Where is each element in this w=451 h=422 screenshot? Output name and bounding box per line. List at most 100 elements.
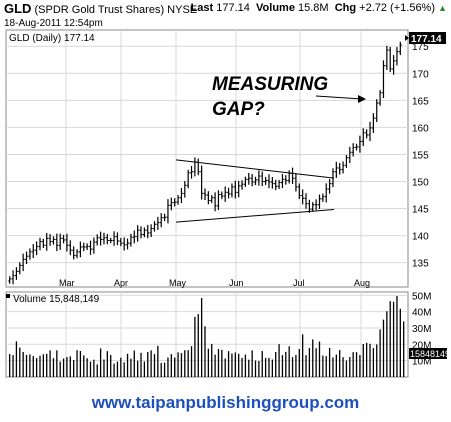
price-bar	[21, 253, 25, 272]
price-bar	[240, 180, 244, 190]
security-name: (SPDR Gold Trust Shares)	[34, 4, 165, 16]
price-bar	[149, 224, 153, 238]
price-bar	[75, 249, 79, 259]
price-bar	[179, 188, 183, 204]
month-tick-label: Apr	[114, 278, 128, 288]
price-bar	[25, 251, 29, 265]
price-bar	[14, 267, 18, 280]
price-bar	[274, 179, 278, 191]
price-bar	[334, 161, 338, 178]
last-label: Last	[190, 2, 214, 14]
price-bar	[280, 173, 284, 188]
price-bar	[254, 176, 258, 186]
price-bar	[156, 216, 160, 231]
triangle-lower-trendline	[175, 209, 335, 223]
price-bar	[112, 231, 116, 246]
price-bar	[166, 199, 170, 224]
price-bar	[41, 238, 45, 249]
price-tick-label: 170	[412, 69, 429, 80]
month-tick-label: May	[169, 278, 187, 288]
price-bar	[213, 192, 217, 212]
volume-legend: Volume 15,848,149	[13, 294, 100, 305]
price-tick-label: 140	[412, 232, 429, 243]
price-bar	[230, 183, 234, 198]
price-bar	[328, 179, 332, 194]
price-bar	[227, 187, 231, 199]
price-bar	[324, 183, 328, 203]
volume-tick-label: 20M	[412, 340, 431, 351]
price-bar	[105, 233, 109, 245]
price-bar	[267, 174, 271, 189]
chg-label: Chg	[334, 2, 357, 14]
price-bar	[301, 189, 305, 205]
price-bar	[210, 195, 214, 204]
current-volume-box	[409, 348, 447, 359]
price-bar	[371, 113, 375, 133]
price-bar	[294, 173, 298, 192]
price-bar	[351, 143, 355, 157]
price-bar	[355, 143, 359, 151]
price-bar	[388, 46, 392, 73]
price-bar	[62, 234, 66, 244]
price-bar	[159, 213, 163, 228]
price-bar	[132, 230, 136, 244]
price-bar	[220, 191, 224, 200]
quote-stats: Last 177.14 Volume 15.8M Chg +2.72 (+1.5…	[191, 2, 447, 14]
price-tick-label: 175	[412, 42, 429, 53]
quote-header: GLD (SPDR Gold Trust Shares) NYSE Last 1…	[4, 1, 449, 17]
price-bar	[361, 128, 365, 147]
price-bar	[146, 224, 150, 239]
price-bar	[317, 194, 321, 209]
price-tick-label: 155	[412, 150, 429, 161]
price-bar	[142, 227, 146, 238]
volume-legend-swatch	[6, 294, 10, 298]
price-bar	[375, 99, 379, 123]
price-bar	[89, 240, 93, 255]
price-tick-label: 145	[412, 205, 429, 216]
price-bar	[257, 170, 261, 186]
price-bar	[348, 146, 352, 164]
volume-tick-label: 40M	[412, 308, 431, 319]
price-bar	[381, 60, 385, 99]
price-bar	[237, 180, 241, 198]
price-bar	[68, 240, 72, 256]
price-bar	[368, 121, 372, 142]
price-bar	[297, 183, 301, 200]
current-volume-box-label: 15848149	[410, 349, 450, 359]
price-bar	[169, 197, 173, 211]
price-bar	[307, 199, 311, 213]
price-bar	[95, 234, 99, 246]
price-bar	[200, 165, 204, 200]
price-bar	[183, 181, 187, 198]
website-url[interactable]: www.taipanpublishinggroup.com	[91, 393, 360, 412]
price-bar	[314, 199, 318, 211]
month-tick-label: Mar	[59, 278, 75, 288]
price-bar	[99, 231, 103, 246]
price-bar	[250, 174, 254, 187]
price-bar	[270, 177, 274, 189]
price-bar	[8, 276, 12, 284]
price-bar	[35, 241, 39, 256]
price-bar	[136, 225, 140, 242]
annotation-gap: GAP?	[212, 99, 265, 120]
price-tick-label: 160	[412, 123, 429, 134]
annotation-arrow	[315, 95, 363, 100]
price-bar	[38, 237, 42, 251]
month-tick-label: Jul	[293, 278, 305, 288]
price-bar	[176, 195, 180, 205]
price-bar	[72, 246, 76, 260]
price-bar	[243, 176, 247, 187]
price-bar	[358, 135, 362, 153]
price-bar	[92, 237, 96, 254]
price-bar	[102, 232, 106, 245]
price-bar	[264, 176, 268, 185]
price-bar	[378, 90, 382, 106]
price-bar	[233, 180, 237, 199]
price-bar	[260, 171, 264, 187]
price-bar	[129, 233, 133, 247]
price-bar	[395, 47, 399, 66]
annotation-arrowhead	[358, 95, 366, 103]
price-bar	[365, 129, 369, 139]
price-legend: GLD (Daily) 177.14	[9, 33, 95, 44]
price-bar	[344, 155, 348, 168]
